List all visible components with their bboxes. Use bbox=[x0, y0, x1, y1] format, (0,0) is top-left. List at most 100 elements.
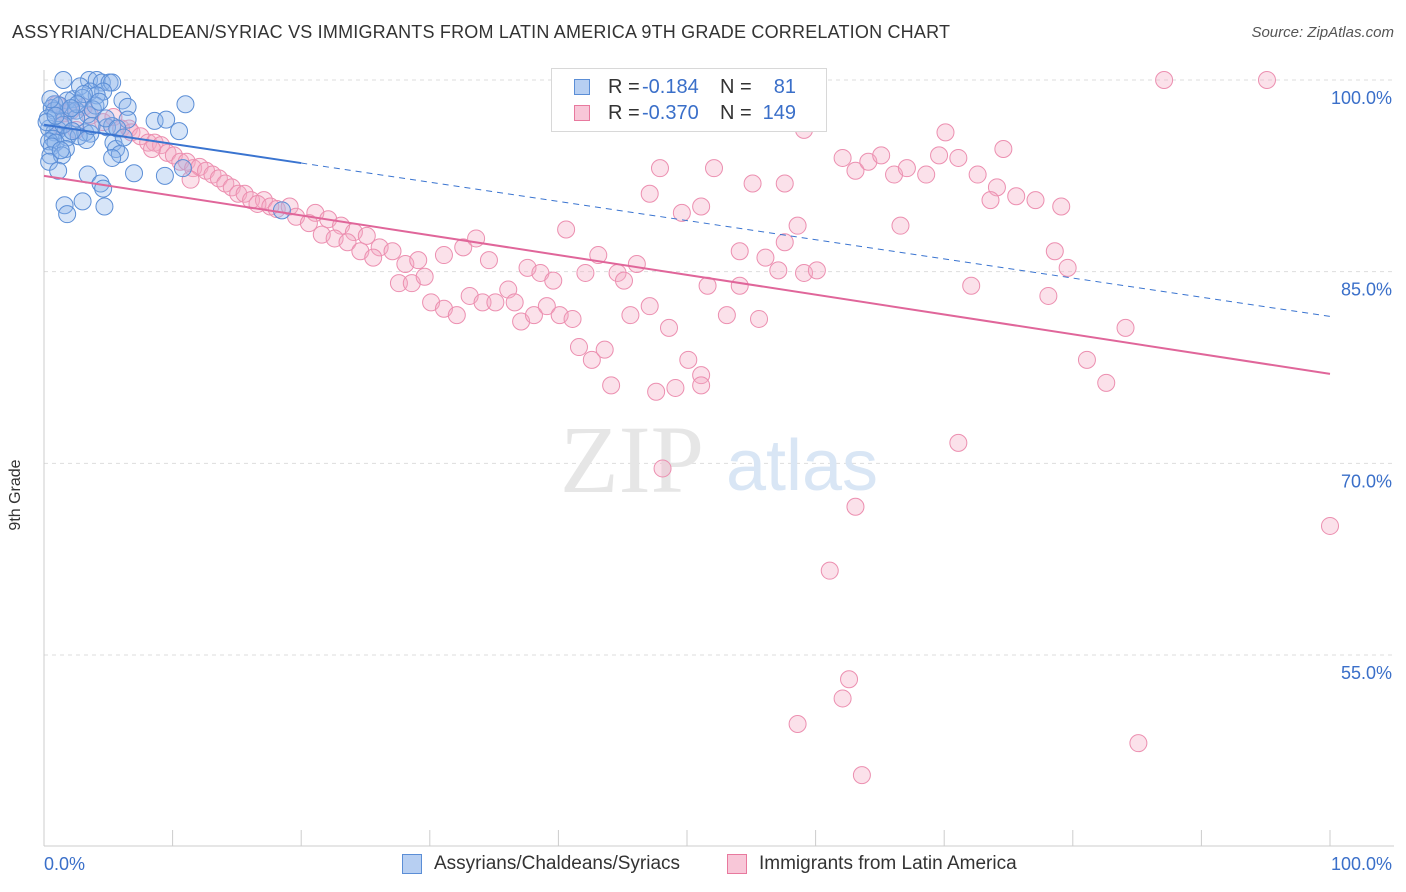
data-point-latin-america bbox=[846, 497, 865, 516]
points-assyrian bbox=[37, 71, 291, 224]
data-point-assyrian bbox=[176, 95, 195, 114]
data-point-latin-america bbox=[872, 146, 891, 165]
data-point-latin-america bbox=[434, 246, 453, 265]
legend-row-latin-america: R = -0.370 N = 149 bbox=[574, 102, 796, 124]
y-tick-label: 70.0% bbox=[1341, 471, 1392, 491]
data-point-latin-america bbox=[467, 229, 486, 248]
data-point-latin-america bbox=[415, 267, 434, 286]
data-point-latin-america bbox=[788, 216, 807, 235]
legend-r-label: R = bbox=[608, 75, 640, 98]
data-point-latin-america bbox=[1097, 373, 1116, 392]
trend-line-latin-america bbox=[43, 174, 1331, 375]
data-point-latin-america bbox=[930, 146, 949, 165]
data-point-latin-america bbox=[756, 248, 775, 267]
legend-swatch-pink bbox=[574, 105, 590, 121]
data-point-latin-america bbox=[614, 271, 633, 290]
data-point-latin-america bbox=[1257, 71, 1276, 89]
data-point-latin-america bbox=[769, 261, 788, 280]
data-point-latin-america bbox=[143, 140, 162, 158]
bottom-legend-swatch-blue bbox=[402, 854, 422, 874]
data-point-latin-america bbox=[1129, 734, 1148, 753]
data-point-latin-america bbox=[788, 715, 807, 733]
data-point-latin-america bbox=[833, 148, 852, 167]
data-point-assyrian bbox=[173, 159, 192, 178]
trend-lines bbox=[43, 123, 1331, 375]
watermark-atlas: atlas bbox=[726, 426, 878, 506]
data-point-latin-america bbox=[389, 274, 408, 293]
data-point-assyrian bbox=[51, 141, 70, 160]
y-tick-labels: 55.0% 70.0% 85.0% 100.0% bbox=[1331, 88, 1392, 683]
legend-row-assyrian: R = -0.184 N = 81 bbox=[574, 76, 796, 98]
data-point-assyrian bbox=[155, 166, 174, 185]
data-point-assyrian bbox=[103, 148, 122, 167]
data-point-latin-america bbox=[338, 233, 357, 252]
data-point-assyrian bbox=[42, 137, 61, 156]
data-point-latin-america bbox=[537, 297, 556, 316]
data-point-latin-america bbox=[743, 174, 762, 193]
bottom-legend-label: Immigrants from Latin America bbox=[759, 853, 1017, 874]
bottom-legend-swatch-pink bbox=[727, 854, 747, 874]
data-point-latin-america bbox=[891, 216, 910, 235]
data-point-latin-america bbox=[383, 242, 402, 261]
legend-swatch-blue bbox=[574, 79, 590, 95]
data-point-latin-america bbox=[917, 165, 936, 184]
data-point-latin-america bbox=[447, 306, 466, 325]
data-point-assyrian bbox=[95, 197, 114, 216]
data-point-latin-america bbox=[936, 123, 955, 142]
data-point-latin-america bbox=[717, 306, 736, 325]
data-point-latin-america bbox=[1045, 242, 1064, 261]
data-point-assyrian bbox=[145, 111, 164, 130]
legend-n-label: N = bbox=[720, 75, 752, 98]
data-point-latin-america bbox=[981, 191, 1000, 210]
data-point-latin-america bbox=[653, 459, 672, 478]
data-point-assyrian bbox=[108, 119, 127, 138]
data-point-latin-america bbox=[569, 338, 588, 357]
trend-line-assyrian-extension bbox=[301, 162, 1331, 317]
data-point-latin-america bbox=[409, 251, 428, 270]
data-point-latin-america bbox=[692, 376, 711, 395]
data-point-assyrian bbox=[118, 97, 137, 116]
data-point-latin-america bbox=[897, 159, 916, 178]
data-point-assyrian bbox=[118, 110, 137, 129]
legend-n-label: N = bbox=[720, 101, 752, 124]
data-point-assyrian bbox=[96, 109, 115, 128]
data-point-latin-america bbox=[1077, 350, 1096, 369]
bottom-legend-label: Assyrians/Chaldeans/Syriacs bbox=[434, 853, 681, 874]
data-point-latin-america bbox=[486, 293, 505, 312]
data-point-latin-america bbox=[820, 561, 839, 580]
data-point-latin-america bbox=[627, 255, 646, 273]
data-point-latin-america bbox=[364, 248, 383, 267]
data-point-latin-america bbox=[1007, 187, 1026, 206]
data-point-latin-america bbox=[479, 251, 498, 270]
data-point-assyrian bbox=[46, 106, 65, 125]
data-point-assyrian bbox=[272, 201, 291, 220]
data-point-latin-america bbox=[595, 340, 614, 359]
data-point-latin-america bbox=[833, 689, 852, 708]
legend-r-value: -0.184 bbox=[642, 75, 699, 98]
data-point-latin-america bbox=[650, 159, 669, 178]
data-point-latin-america bbox=[576, 263, 595, 282]
data-point-latin-america bbox=[840, 670, 859, 689]
x-tick-label: 0.0% bbox=[44, 854, 85, 874]
data-point-latin-america bbox=[1039, 286, 1058, 305]
data-point-latin-america bbox=[692, 197, 711, 216]
data-point-latin-america bbox=[730, 242, 749, 261]
data-point-latin-america bbox=[454, 238, 473, 257]
source-label: Source: ZipAtlas.com bbox=[1251, 24, 1394, 41]
y-tick-label: 100.0% bbox=[1331, 88, 1392, 108]
data-point-latin-america bbox=[299, 214, 318, 233]
bottom-legend-assyrian: Assyrians/Chaldeans/Syriacs bbox=[402, 852, 680, 876]
data-point-latin-america bbox=[563, 309, 582, 328]
data-point-assyrian bbox=[50, 96, 69, 115]
data-point-assyrian bbox=[54, 71, 73, 89]
data-point-latin-america bbox=[1321, 516, 1339, 535]
data-point-latin-america bbox=[602, 376, 621, 395]
data-point-latin-america bbox=[524, 306, 543, 325]
data-point-latin-america bbox=[647, 382, 666, 401]
data-point-latin-america bbox=[640, 297, 659, 316]
data-point-assyrian bbox=[170, 122, 189, 141]
data-point-assyrian bbox=[41, 90, 60, 109]
data-point-latin-america bbox=[994, 140, 1013, 158]
data-point-latin-america bbox=[692, 366, 711, 385]
data-point-latin-america bbox=[672, 203, 691, 222]
